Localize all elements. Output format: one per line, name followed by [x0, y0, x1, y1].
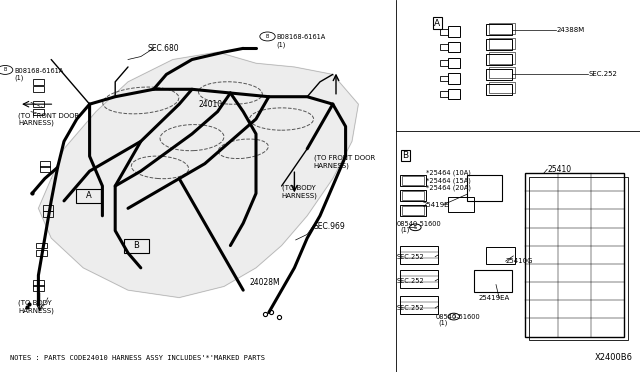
Bar: [529, 177, 628, 340]
Bar: [33, 86, 44, 92]
Text: 24028M: 24028M: [250, 278, 280, 287]
Bar: [448, 42, 460, 52]
Text: *25464 (15A): *25464 (15A): [426, 177, 471, 184]
Bar: [402, 191, 424, 200]
Bar: [486, 69, 512, 80]
Text: B: B: [133, 241, 140, 250]
Text: B: B: [266, 34, 269, 39]
Text: SEC.252: SEC.252: [589, 71, 618, 77]
Bar: [448, 58, 460, 68]
Text: SEC.252: SEC.252: [397, 278, 424, 284]
Bar: [489, 82, 515, 93]
Text: (TO FRONT DOOR
HARNESS): (TO FRONT DOOR HARNESS): [18, 112, 79, 126]
Bar: [33, 101, 44, 107]
Bar: [440, 91, 448, 97]
Bar: [400, 205, 426, 216]
Bar: [486, 247, 515, 264]
Bar: [440, 44, 448, 50]
Text: B: B: [3, 67, 7, 73]
Bar: [40, 166, 50, 172]
Text: S: S: [452, 314, 455, 319]
Text: SEC.680: SEC.680: [147, 44, 179, 53]
Bar: [467, 175, 502, 201]
Text: (TO FRONT DOOR
HARNESS): (TO FRONT DOOR HARNESS): [314, 155, 375, 169]
Bar: [474, 270, 512, 292]
Bar: [448, 197, 474, 212]
Text: A: A: [86, 191, 91, 200]
Text: A: A: [434, 19, 440, 28]
Bar: [440, 29, 448, 35]
Bar: [489, 52, 515, 64]
Text: B08168-6161A
(1): B08168-6161A (1): [276, 34, 326, 48]
Bar: [33, 79, 44, 85]
Bar: [76, 189, 101, 203]
Bar: [33, 109, 44, 115]
Bar: [489, 38, 515, 49]
Text: B: B: [402, 151, 408, 160]
Text: SEC.969: SEC.969: [314, 222, 346, 231]
Text: 25410: 25410: [547, 165, 572, 174]
Bar: [402, 206, 424, 215]
Bar: [33, 280, 44, 286]
Bar: [486, 54, 512, 65]
Bar: [43, 205, 53, 211]
Bar: [448, 89, 460, 99]
Bar: [400, 246, 438, 264]
Bar: [124, 239, 149, 253]
Text: (TO BODY
HARNESS): (TO BODY HARNESS): [18, 300, 54, 314]
Text: 25419EA: 25419EA: [479, 295, 510, 301]
Text: NOTES : PARTS CODE24010 HARNESS ASSY INCLUDES'*'MARKED PARTS: NOTES : PARTS CODE24010 HARNESS ASSY INC…: [10, 355, 264, 361]
Bar: [36, 243, 47, 248]
Bar: [36, 250, 47, 256]
Text: 25419E: 25419E: [422, 202, 449, 208]
Bar: [400, 296, 438, 314]
Text: *25464 (20A): *25464 (20A): [426, 185, 471, 191]
Bar: [486, 24, 512, 35]
Text: S: S: [414, 225, 417, 230]
Text: 24010: 24010: [198, 100, 223, 109]
Text: *25464 (10A): *25464 (10A): [426, 170, 471, 176]
Bar: [486, 39, 512, 50]
Bar: [486, 84, 512, 95]
Text: (1): (1): [438, 320, 448, 326]
Bar: [489, 23, 515, 34]
Bar: [400, 270, 438, 288]
Polygon shape: [38, 52, 358, 298]
Bar: [525, 173, 624, 337]
Bar: [440, 60, 448, 66]
Text: (1): (1): [400, 227, 410, 233]
Bar: [400, 175, 426, 186]
Bar: [43, 211, 53, 217]
Text: X2400B6: X2400B6: [595, 353, 632, 362]
Bar: [448, 73, 460, 84]
Text: 08540-51600: 08540-51600: [435, 314, 480, 320]
Bar: [400, 190, 426, 201]
Text: 24388M: 24388M: [557, 27, 585, 33]
Text: 25410G: 25410G: [506, 258, 533, 264]
Bar: [402, 176, 424, 185]
Text: B08168-6161A
(1): B08168-6161A (1): [14, 68, 63, 81]
Text: SEC.252: SEC.252: [397, 305, 424, 311]
Bar: [440, 76, 448, 81]
Text: 08540-51600: 08540-51600: [397, 221, 442, 227]
Text: (TO BODY
HARNESS): (TO BODY HARNESS): [282, 185, 317, 199]
Bar: [33, 285, 44, 291]
Bar: [489, 67, 515, 78]
Text: SEC.252: SEC.252: [397, 254, 424, 260]
Bar: [448, 26, 460, 37]
Bar: [40, 161, 50, 167]
